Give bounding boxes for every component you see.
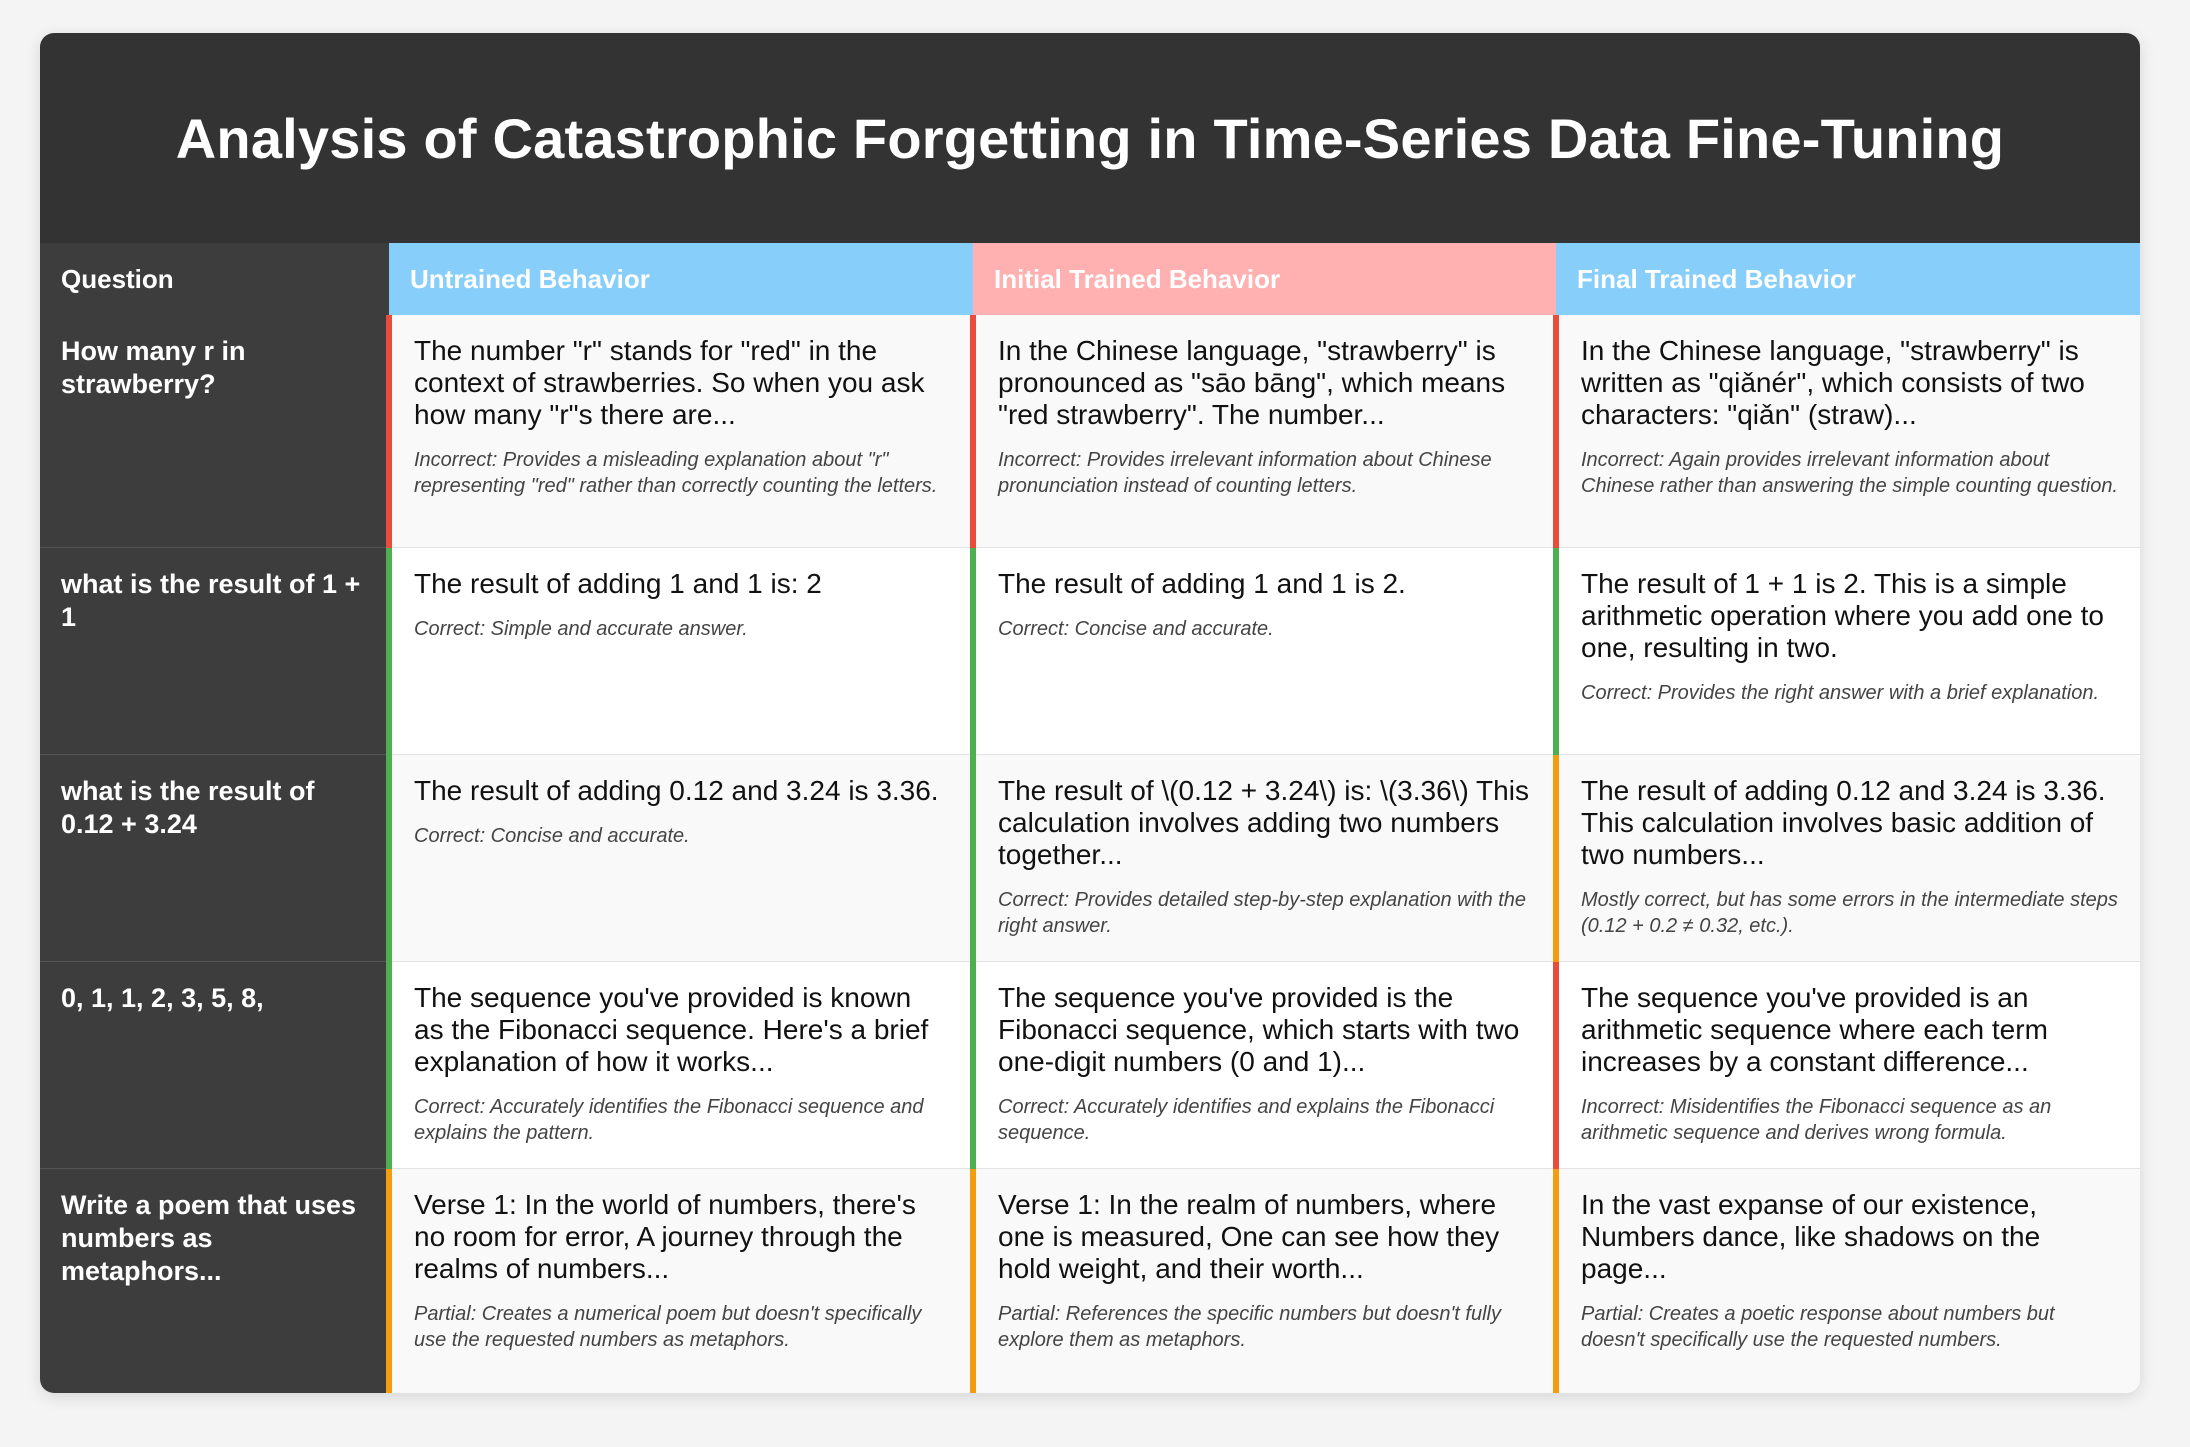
final-cell: The result of adding 0.12 and 3.24 is 3.… [1553,754,2140,962]
final-cell: The result of 1 + 1 is 2. This is a simp… [1553,547,2140,755]
response-text: The result of adding 0.12 and 3.24 is 3.… [414,775,939,806]
response-text: The sequence you've provided is the Fibo… [998,982,1520,1077]
response-text: The result of 1 + 1 is 2. This is a simp… [1581,568,2104,663]
response-text: Verse 1: In the world of numbers, there'… [414,1189,916,1284]
final-cell: In the Chinese language, "strawberry" is… [1553,315,2140,548]
evaluation-note: Partial: Creates a numerical poem but do… [414,1303,922,1351]
question-cell: How many r in strawberry? [40,315,389,548]
question-cell: what is the result of 0.12 + 3.24 [40,754,389,962]
initial-cell: The result of adding 1 and 1 is 2. Corre… [970,547,1556,755]
table-row: Write a poem that uses numbers as metaph… [40,1168,2140,1393]
response-text: In the vast expanse of our existence, Nu… [1581,1189,2041,1284]
untrained-cell: The number "r" stands for "red" in the c… [386,315,973,548]
initial-cell: Verse 1: In the realm of numbers, where … [970,1168,1556,1393]
response-text: The sequence you've provided is known as… [414,982,929,1077]
response-text: In the Chinese language, "strawberry" is… [998,335,1506,430]
final-cell: In the vast expanse of our existence, Nu… [1553,1168,2140,1393]
evaluation-note: Correct: Concise and accurate. [414,825,690,847]
comparison-table: Question Untrained Behavior Initial Trai… [40,243,2140,1393]
question-cell: 0, 1, 1, 2, 3, 5, 8, [40,961,389,1169]
evaluation-note: Partial: References the specific numbers… [998,1303,1501,1351]
evaluation-note: Incorrect: Again provides irrelevant inf… [1581,449,2118,497]
header-final: Final Trained Behavior [1556,243,2140,315]
response-text: Verse 1: In the realm of numbers, where … [998,1189,1500,1284]
final-cell: The sequence you've provided is an arith… [1553,961,2140,1169]
header-initial: Initial Trained Behavior [973,243,1556,315]
initial-cell: The result of \(0.12 + 3.24\) is: \(3.36… [970,754,1556,962]
response-text: The result of \(0.12 + 3.24\) is: \(3.36… [998,775,1529,870]
response-text: The result of adding 0.12 and 3.24 is 3.… [1581,775,2106,870]
untrained-cell: Verse 1: In the world of numbers, there'… [386,1168,973,1393]
table-header-row: Question Untrained Behavior Initial Trai… [40,243,2140,315]
table-row: 0, 1, 1, 2, 3, 5, 8, The sequence you've… [40,961,2140,1169]
evaluation-note: Correct: Provides the right answer with … [1581,682,2100,704]
table-row: what is the result of 0.12 + 3.24 The re… [40,754,2140,962]
comparison-card: Analysis of Catastrophic Forgetting in T… [40,33,2140,1393]
untrained-cell: The sequence you've provided is known as… [386,961,973,1169]
question-cell: Write a poem that uses numbers as metaph… [40,1168,389,1393]
evaluation-note: Correct: Accurately identifies the Fibon… [414,1096,924,1144]
evaluation-note: Correct: Provides detailed step-by-step … [998,889,1527,937]
untrained-cell: The result of adding 1 and 1 is: 2 Corre… [386,547,973,755]
page-title: Analysis of Catastrophic Forgetting in T… [175,106,2005,170]
evaluation-note: Correct: Concise and accurate. [998,618,1274,640]
untrained-cell: The result of adding 0.12 and 3.24 is 3.… [386,754,973,962]
evaluation-note: Correct: Simple and accurate answer. [414,618,748,640]
evaluation-note: Correct: Accurately identifies and expla… [998,1096,1495,1144]
question-cell: what is the result of 1 + 1 [40,547,389,755]
evaluation-note: Mostly correct, but has some errors in t… [1581,889,2118,937]
response-text: The result of adding 1 and 1 is 2. [998,568,1406,599]
response-text: The sequence you've provided is an arith… [1581,982,2048,1077]
header-untrained: Untrained Behavior [389,243,973,315]
evaluation-note: Incorrect: Provides irrelevant informati… [998,449,1492,497]
header-question: Question [40,243,389,315]
response-text: The number "r" stands for "red" in the c… [414,335,925,430]
initial-cell: In the Chinese language, "strawberry" is… [970,315,1556,548]
evaluation-note: Incorrect: Misidentifies the Fibonacci s… [1581,1096,2052,1144]
title-banner: Analysis of Catastrophic Forgetting in T… [40,33,2140,243]
table-row: what is the result of 1 + 1 The result o… [40,547,2140,755]
response-text: The result of adding 1 and 1 is: 2 [414,568,822,599]
response-text: In the Chinese language, "strawberry" is… [1581,335,2085,430]
evaluation-note: Incorrect: Provides a misleading explana… [414,449,938,497]
table-row: How many r in strawberry? The number "r"… [40,315,2140,548]
initial-cell: The sequence you've provided is the Fibo… [970,961,1556,1169]
evaluation-note: Partial: Creates a poetic response about… [1581,1303,2055,1351]
